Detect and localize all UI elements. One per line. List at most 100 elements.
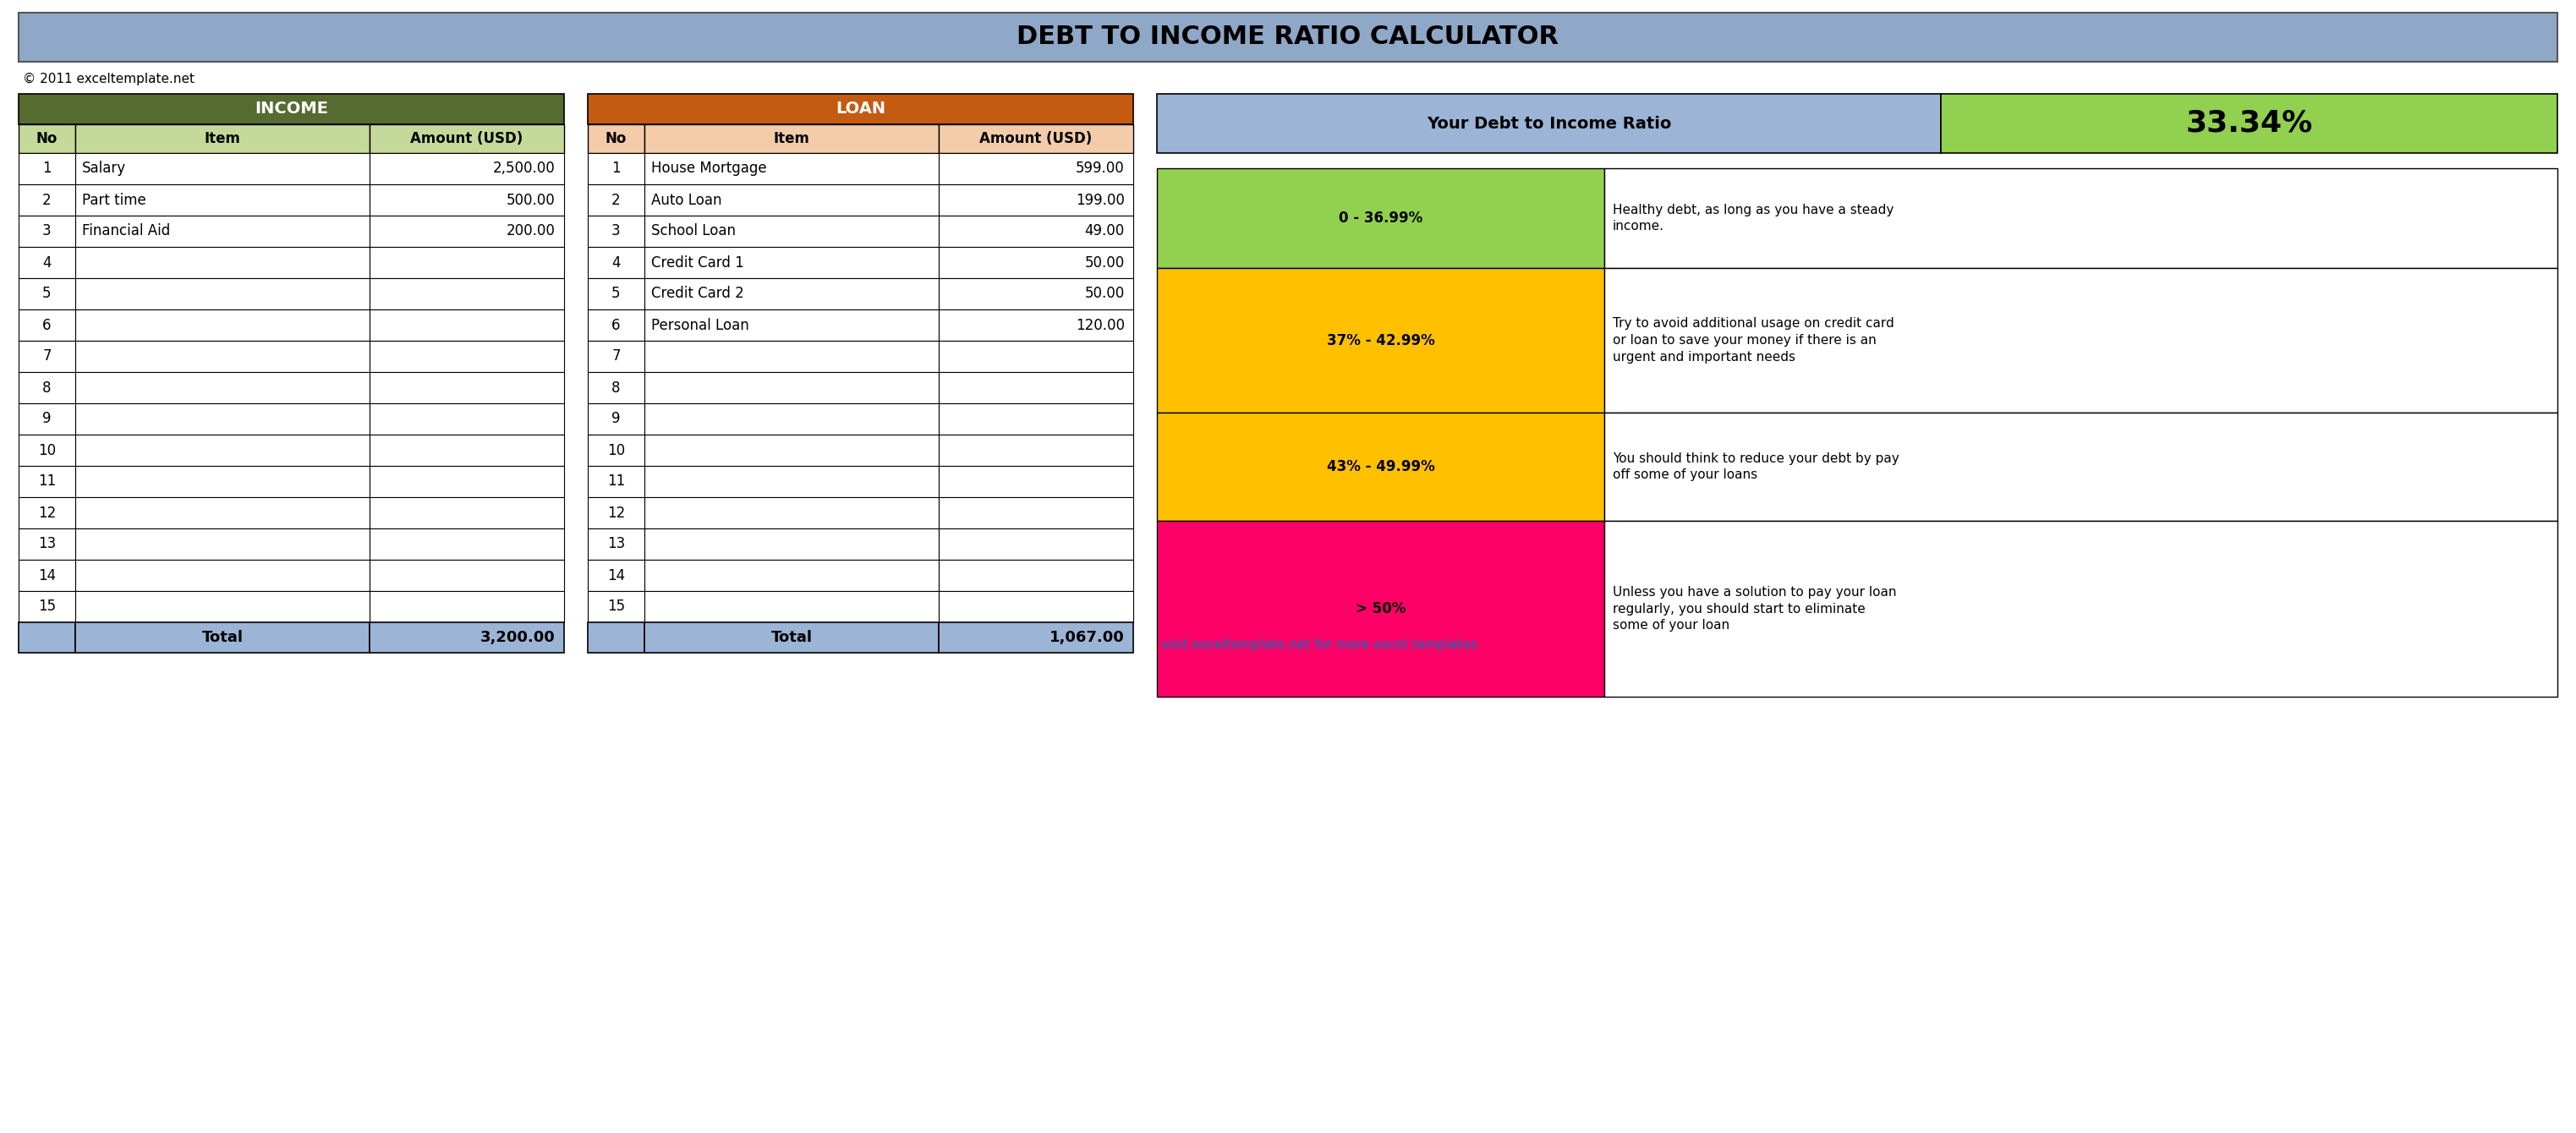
Bar bbox=[18, 215, 75, 247]
Bar bbox=[938, 622, 1133, 653]
Text: INCOME: INCOME bbox=[255, 101, 327, 117]
Text: Total: Total bbox=[770, 630, 811, 645]
Bar bbox=[368, 591, 564, 622]
Text: 7: 7 bbox=[611, 349, 621, 364]
Bar bbox=[18, 403, 75, 435]
Bar bbox=[587, 215, 644, 247]
Bar bbox=[644, 622, 938, 653]
Bar bbox=[587, 153, 644, 185]
Bar bbox=[75, 497, 368, 528]
Bar bbox=[644, 279, 938, 309]
Text: 12: 12 bbox=[608, 505, 626, 520]
Bar bbox=[938, 372, 1133, 403]
Bar bbox=[18, 622, 75, 653]
Bar bbox=[644, 591, 938, 622]
Bar bbox=[587, 528, 644, 560]
Text: visit exceltemplate.net for more excel templates: visit exceltemplate.net for more excel t… bbox=[1162, 638, 1476, 650]
Bar bbox=[75, 403, 368, 435]
Bar bbox=[587, 94, 1133, 125]
Bar bbox=[18, 279, 75, 309]
Bar bbox=[75, 125, 368, 153]
Text: 50.00: 50.00 bbox=[1084, 255, 1126, 270]
Text: > 50%: > 50% bbox=[1355, 602, 1406, 616]
Bar bbox=[644, 435, 938, 466]
Bar bbox=[1605, 169, 2558, 269]
Text: 120.00: 120.00 bbox=[1077, 317, 1126, 333]
Bar bbox=[75, 309, 368, 341]
Bar bbox=[75, 153, 368, 185]
Text: House Mortgage: House Mortgage bbox=[652, 161, 768, 177]
Bar bbox=[587, 372, 644, 403]
Bar bbox=[75, 215, 368, 247]
Bar bbox=[938, 185, 1133, 215]
Text: 8: 8 bbox=[41, 380, 52, 395]
Text: Amount (USD): Amount (USD) bbox=[410, 131, 523, 146]
Bar bbox=[938, 125, 1133, 153]
Bar bbox=[18, 560, 75, 591]
Bar bbox=[75, 560, 368, 591]
Bar bbox=[644, 309, 938, 341]
Bar bbox=[938, 403, 1133, 435]
Bar bbox=[644, 528, 938, 560]
Text: 14: 14 bbox=[39, 568, 57, 583]
Bar bbox=[938, 528, 1133, 560]
Text: 3: 3 bbox=[611, 223, 621, 239]
Bar bbox=[75, 341, 368, 372]
Text: Credit Card 2: Credit Card 2 bbox=[652, 287, 744, 301]
Text: 1: 1 bbox=[611, 161, 621, 177]
Text: 7: 7 bbox=[41, 349, 52, 364]
Text: Credit Card 1: Credit Card 1 bbox=[652, 255, 744, 270]
Bar bbox=[1157, 94, 1940, 153]
Bar bbox=[938, 560, 1133, 591]
Bar bbox=[18, 528, 75, 560]
Text: 6: 6 bbox=[41, 317, 52, 333]
Bar bbox=[368, 153, 564, 185]
Bar bbox=[18, 341, 75, 372]
Bar bbox=[18, 591, 75, 622]
Bar bbox=[644, 497, 938, 528]
Bar bbox=[368, 309, 564, 341]
Text: 10: 10 bbox=[39, 443, 57, 458]
Bar bbox=[587, 247, 644, 279]
Bar bbox=[587, 403, 644, 435]
Text: 200.00: 200.00 bbox=[507, 223, 556, 239]
Bar bbox=[18, 12, 2558, 61]
Bar bbox=[587, 279, 644, 309]
Bar bbox=[644, 372, 938, 403]
Bar bbox=[938, 466, 1133, 497]
Bar bbox=[1157, 412, 1605, 521]
Bar bbox=[368, 247, 564, 279]
Bar bbox=[938, 497, 1133, 528]
Bar bbox=[368, 125, 564, 153]
Bar bbox=[644, 466, 938, 497]
Bar bbox=[644, 403, 938, 435]
Bar bbox=[938, 247, 1133, 279]
Bar bbox=[18, 153, 75, 185]
Bar bbox=[1157, 521, 1605, 697]
Text: 5: 5 bbox=[41, 287, 52, 301]
Text: Unless you have a solution to pay your loan
regularly, you should start to elimi: Unless you have a solution to pay your l… bbox=[1613, 586, 1896, 632]
Bar bbox=[587, 435, 644, 466]
Text: 9: 9 bbox=[41, 411, 52, 426]
Text: Financial Aid: Financial Aid bbox=[82, 223, 170, 239]
Bar bbox=[75, 247, 368, 279]
Text: 0 - 36.99%: 0 - 36.99% bbox=[1340, 211, 1422, 225]
Text: 9: 9 bbox=[611, 411, 621, 426]
Text: 15: 15 bbox=[39, 599, 57, 614]
Bar bbox=[368, 341, 564, 372]
Bar bbox=[644, 215, 938, 247]
Text: 2,500.00: 2,500.00 bbox=[492, 161, 556, 177]
Bar bbox=[938, 279, 1133, 309]
Text: Item: Item bbox=[204, 131, 240, 146]
Text: Amount (USD): Amount (USD) bbox=[979, 131, 1092, 146]
Bar bbox=[587, 309, 644, 341]
Text: Try to avoid additional usage on credit card
or loan to save your money if there: Try to avoid additional usage on credit … bbox=[1613, 317, 1893, 364]
Bar bbox=[587, 341, 644, 372]
Bar bbox=[1157, 269, 1605, 412]
Bar bbox=[644, 185, 938, 215]
Bar bbox=[938, 591, 1133, 622]
Bar bbox=[18, 372, 75, 403]
Bar bbox=[18, 94, 564, 125]
Bar bbox=[587, 497, 644, 528]
Bar bbox=[18, 125, 75, 153]
